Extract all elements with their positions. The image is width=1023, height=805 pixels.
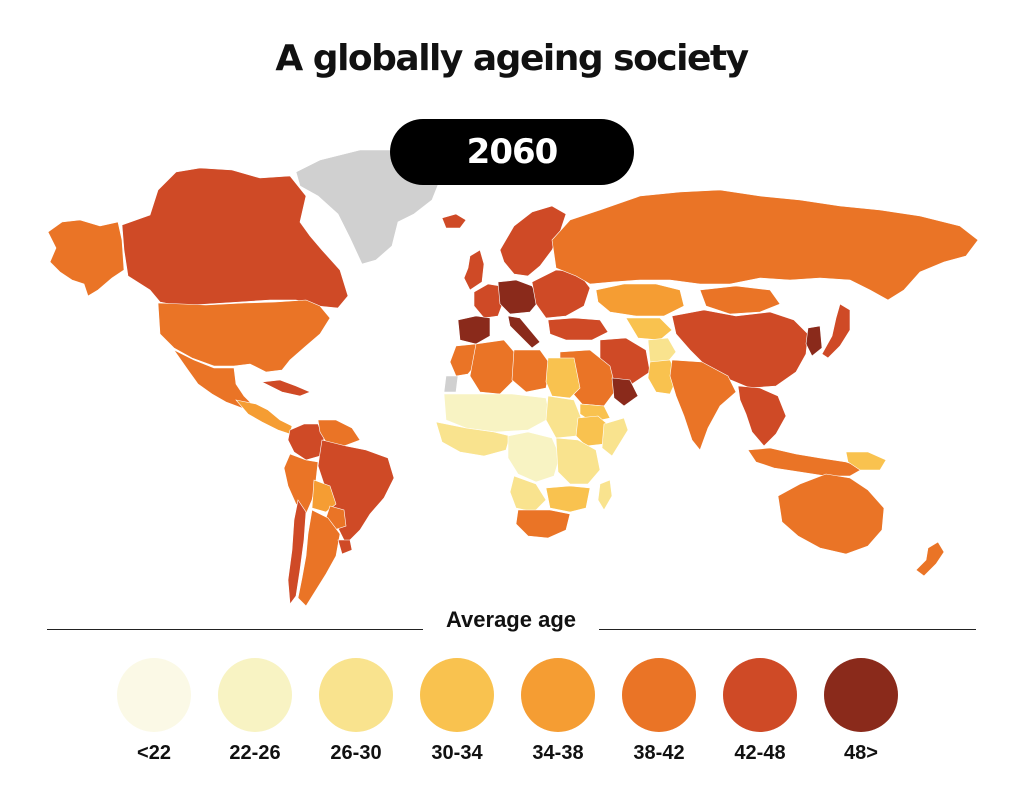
region-madagascar	[597, 479, 613, 511]
region-united-kingdom	[463, 249, 485, 291]
region-west-africa	[435, 421, 511, 457]
region-venezuela	[317, 419, 361, 447]
legend-rule-left	[47, 629, 423, 630]
region-caribbean	[260, 379, 311, 397]
region-algeria	[469, 339, 517, 395]
region-south-africa	[515, 509, 571, 539]
region-spain	[457, 315, 491, 345]
legend-swatch-6	[723, 658, 797, 732]
legend-rule-right	[599, 629, 976, 630]
legend-swatch-5	[622, 658, 696, 732]
legend-swatch-7	[824, 658, 898, 732]
legend-label-3: 30-34	[431, 742, 483, 764]
legend-label-6: 42-48	[734, 742, 786, 764]
legend-swatch-4	[521, 658, 595, 732]
region-central-africa	[507, 431, 561, 483]
legend-swatch-1	[218, 658, 292, 732]
legend-label-5: 38-42	[633, 742, 685, 764]
region-angola	[509, 475, 547, 513]
region-southeast-asia	[737, 385, 787, 447]
region-argentina	[297, 509, 341, 607]
region-egypt	[545, 357, 581, 399]
region-papua-new-guinea	[845, 451, 887, 471]
region-chile	[287, 499, 307, 605]
region-pakistan	[647, 359, 679, 395]
region-central-asia	[625, 317, 673, 341]
legend-label-4: 34-38	[532, 742, 584, 764]
region-east-africa	[555, 437, 601, 485]
region-uruguay	[337, 539, 353, 555]
legend-label-0: <22	[137, 742, 171, 764]
legend-label-7: 48>	[844, 742, 878, 764]
region-alaska	[47, 219, 125, 297]
page-title: A globally ageing society	[275, 38, 749, 79]
region-western-europe	[473, 283, 505, 319]
region-colombia	[287, 423, 325, 461]
region-somalia	[601, 417, 629, 457]
region-iceland	[441, 213, 467, 229]
region-germany	[497, 279, 541, 315]
region-australia	[777, 473, 885, 555]
region-italy	[507, 315, 541, 349]
region-japan	[821, 303, 851, 359]
region-oman	[611, 377, 639, 407]
legend-title: Average age	[445, 607, 577, 632]
region-kazakhstan	[595, 283, 685, 317]
region-turkey	[547, 317, 609, 341]
region-southern-africa	[545, 485, 591, 513]
region-russia	[551, 189, 979, 301]
region-libya	[511, 349, 551, 393]
region-peru	[283, 453, 319, 515]
region-india	[669, 359, 737, 451]
region-central-america	[235, 399, 293, 435]
region-afghanistan	[647, 337, 677, 365]
region-korea	[805, 325, 823, 357]
region-canada	[121, 167, 349, 309]
legend-swatch-3	[420, 658, 494, 732]
legend-label-2: 26-30	[330, 742, 382, 764]
region-indonesia	[747, 447, 865, 477]
legend-swatch-2	[319, 658, 393, 732]
legend-swatch-0	[117, 658, 191, 732]
legend-label-1: 22-26	[229, 742, 281, 764]
region-united-states	[157, 299, 331, 373]
region-mongolia	[699, 285, 781, 315]
region-new-zealand	[915, 541, 945, 577]
region-sahel	[443, 393, 551, 433]
region-western-sahara	[443, 375, 459, 393]
year-badge: 2060	[390, 119, 634, 185]
region-china	[671, 309, 809, 389]
